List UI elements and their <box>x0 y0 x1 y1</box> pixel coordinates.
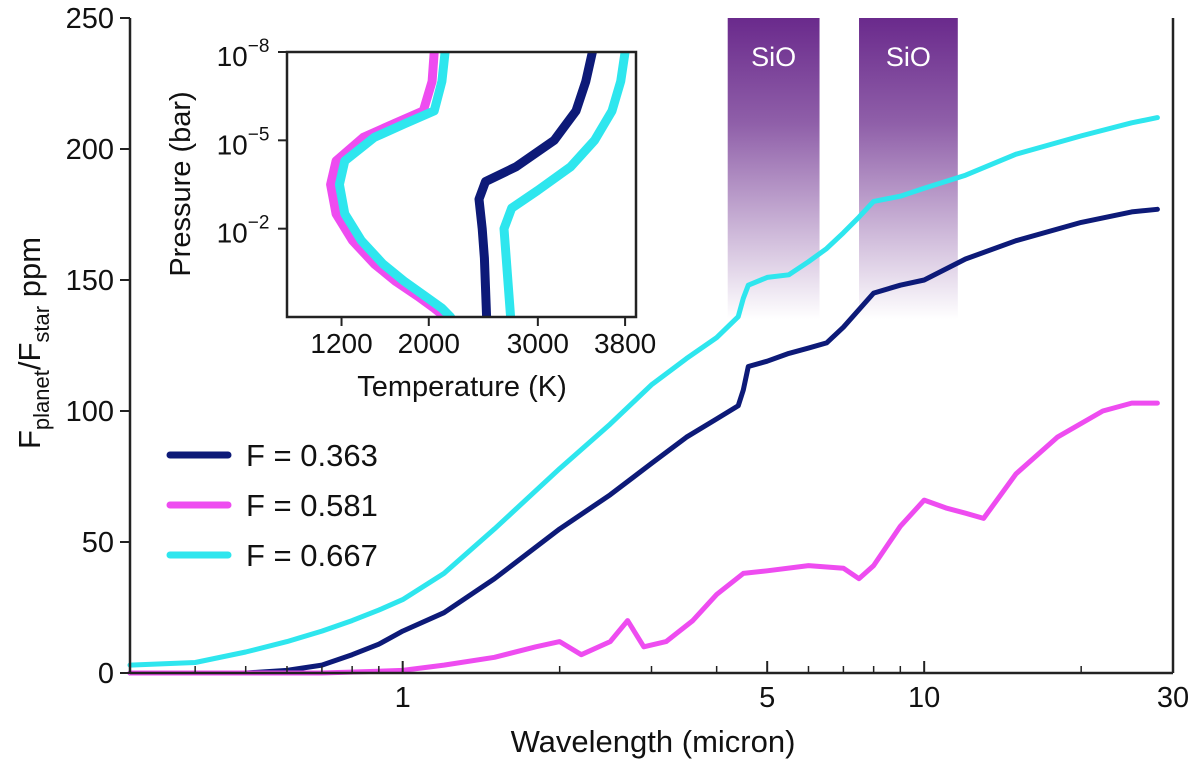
legend-label: F = 0.581 <box>246 488 378 523</box>
x-tick-label: 30 <box>1157 682 1189 714</box>
y-tick-label: 150 <box>66 265 114 297</box>
main-plot: SiO SiO 0 50 100 150 200 250 1 5 10 30 Wavelength … <box>12 3 1189 759</box>
inset-x-axis-label: Temperature (K) <box>357 371 567 403</box>
inset-y-tick-label: 10−5 <box>217 124 270 160</box>
inset-x-tick-label: 2000 <box>398 328 460 359</box>
inset-y-axis-label: Pressure (bar) <box>165 91 197 276</box>
series-line <box>127 400 1160 676</box>
y-tick-label: 200 <box>66 134 114 166</box>
inset-x-tick-label: 3000 <box>507 328 569 359</box>
series-line <box>127 115 1160 668</box>
inset-axes: 1200 2000 3000 3800 10−8 10−5 10−2 <box>217 36 657 359</box>
y-tick-label: 0 <box>98 658 114 690</box>
x-tick-label: 1 <box>395 682 411 714</box>
legend-label: F = 0.363 <box>246 438 378 473</box>
main-series-group <box>127 115 1160 676</box>
y-tick-label: 100 <box>66 396 114 428</box>
x-tick-label: 5 <box>759 682 775 714</box>
inset-x-tick-label: 1200 <box>310 328 372 359</box>
sio-bands: SiO SiO <box>727 18 958 320</box>
sio-band-label: SiO <box>751 42 796 72</box>
inset-plot: 1200 2000 3000 3800 10−8 10−5 10−2 Temperature… <box>165 36 656 403</box>
y-tick-label: 50 <box>82 527 114 559</box>
inset-x-tick-label: 3800 <box>594 328 656 359</box>
inset-series-line <box>334 52 456 317</box>
inset-frame <box>285 50 638 319</box>
x-axis-label: Wavelength (micron) <box>511 724 796 759</box>
y-tick-label: 250 <box>66 3 114 35</box>
inset-series-line <box>474 52 597 317</box>
y-axis-label: Fplanet/Fstar ppm <box>12 237 54 449</box>
sio-band <box>727 18 820 320</box>
legend-label: F = 0.667 <box>246 538 378 573</box>
main-axes: 0 50 100 150 200 250 1 5 10 30 <box>66 3 1190 714</box>
series-line <box>127 206 1160 676</box>
inset-series-group <box>326 52 630 317</box>
inset-y-tick-label: 10−8 <box>217 36 270 72</box>
sio-band-label: SiO <box>886 42 931 72</box>
inset-series-line <box>499 52 630 317</box>
legend: F = 0.363 F = 0.581 F = 0.667 <box>166 438 378 573</box>
x-tick-label: 10 <box>908 682 940 714</box>
inset-y-tick-label: 10−2 <box>217 213 270 249</box>
